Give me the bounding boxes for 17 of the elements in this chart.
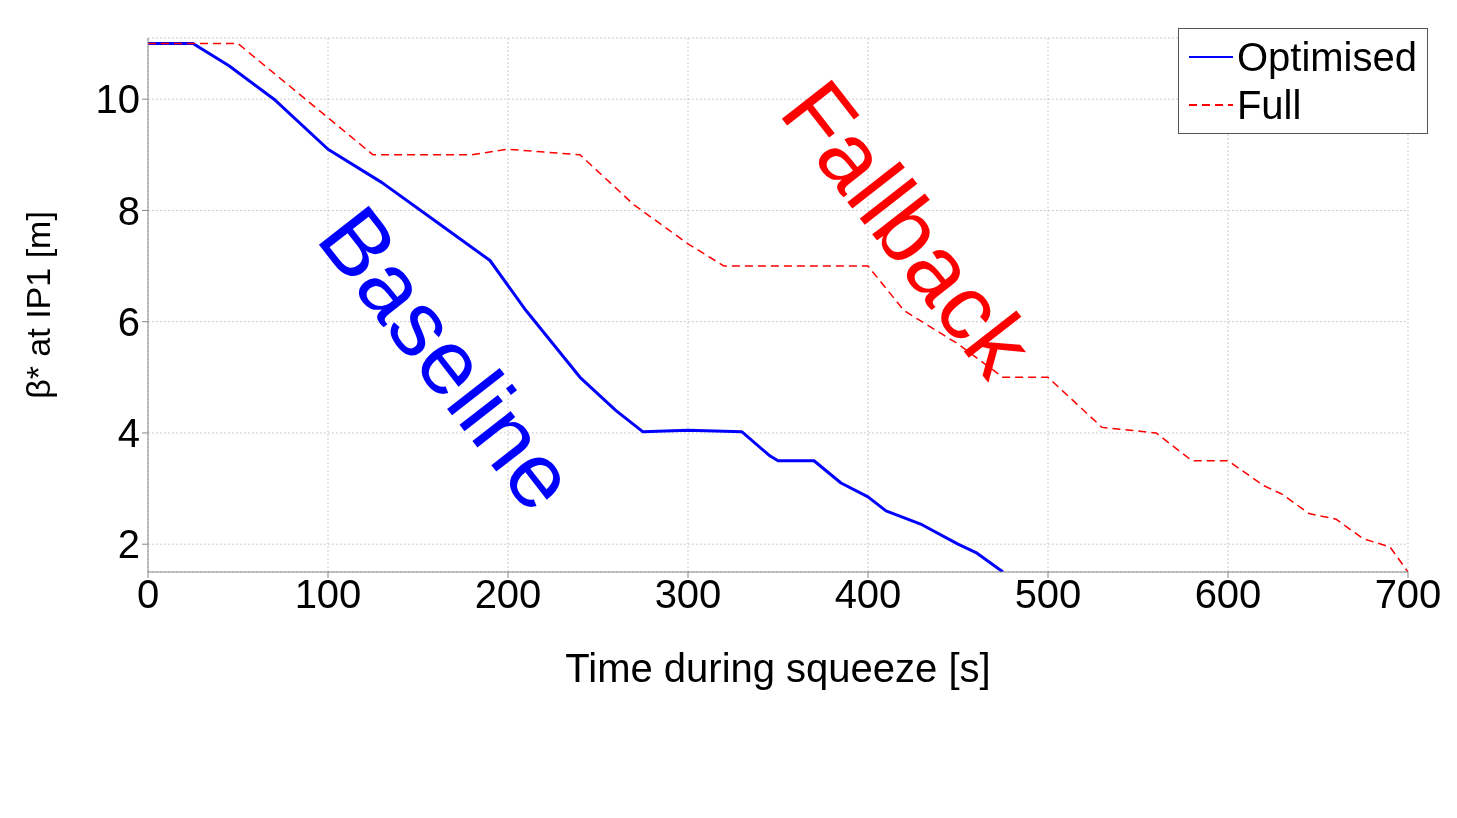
x-tick-label: 600 — [1194, 572, 1262, 617]
x-tick-label: 400 — [834, 572, 902, 617]
legend-label: Optimised — [1236, 34, 1417, 81]
legend-label: Full — [1236, 82, 1302, 129]
x-axis-title: Time during squeeze [s] — [565, 646, 991, 690]
y-tick-label: 2 — [117, 522, 140, 567]
y-tick-label: 10 — [95, 77, 140, 122]
x-tick-label: 200 — [474, 572, 542, 617]
y-tick-label: 4 — [117, 411, 140, 456]
x-tick-label: 500 — [1014, 572, 1082, 617]
x-tick-label: 0 — [136, 572, 160, 617]
y-axis-title: β* at IP1 [m] — [19, 211, 58, 399]
x-tick-label: 300 — [654, 572, 722, 617]
y-tick-label: 8 — [117, 188, 140, 233]
y-tick-label: 6 — [117, 299, 140, 344]
x-tick-label: 700 — [1374, 572, 1442, 617]
x-tick-label: 100 — [294, 572, 362, 617]
